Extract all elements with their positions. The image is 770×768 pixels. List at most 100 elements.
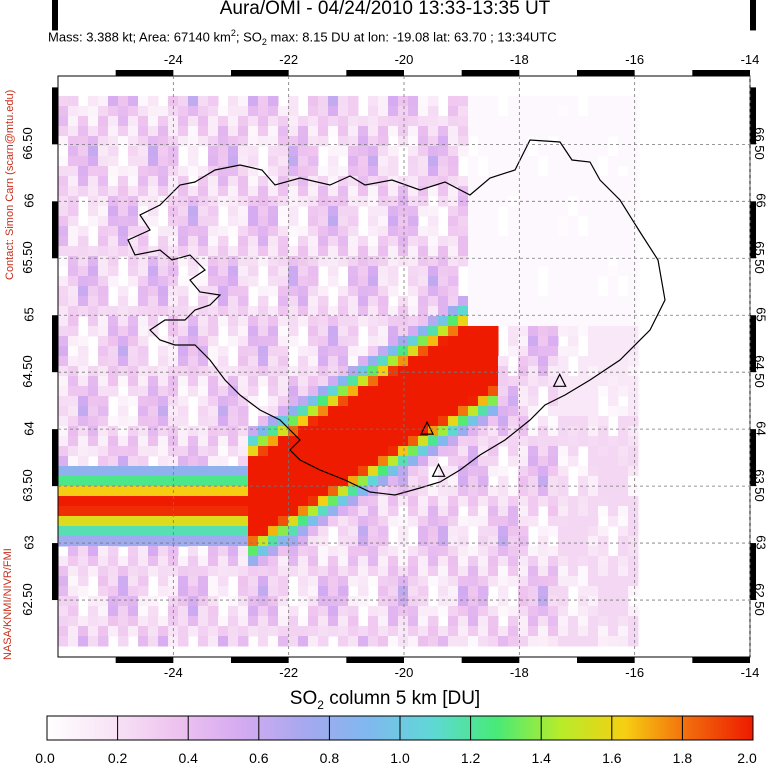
so2-cell [398, 186, 409, 197]
so2-cell [118, 306, 129, 317]
so2-cell [368, 356, 379, 367]
so2-cell [448, 556, 459, 567]
lat-tick-label-right: 62.50 [751, 583, 767, 616]
so2-cell [418, 466, 429, 477]
so2-cell [498, 596, 509, 607]
so2-cell [608, 586, 619, 597]
so2-cell [588, 166, 599, 177]
lon-tick-label-bottom: -24 [163, 665, 183, 680]
so2-cell [228, 426, 239, 437]
so2-cell [248, 536, 259, 547]
so2-cell [488, 226, 499, 237]
so2-cell [468, 396, 479, 407]
so2-cell [268, 476, 279, 487]
so2-cell [238, 286, 249, 297]
frame-bar-bottom [692, 657, 750, 663]
so2-cell [618, 436, 629, 447]
so2-cell [258, 126, 269, 137]
so2-cell [188, 146, 199, 157]
so2-cell [218, 136, 229, 147]
so2-cell [398, 116, 409, 127]
so2-cell [138, 186, 149, 197]
so2-cell [128, 366, 139, 377]
so2-cell [588, 446, 599, 457]
so2-cell [308, 436, 319, 447]
so2-cell [158, 586, 169, 597]
so2-cell [328, 466, 339, 477]
so2-cell [588, 276, 599, 287]
so2-cell [328, 96, 339, 107]
so2-cell [348, 136, 359, 147]
so2-cell [138, 566, 149, 577]
so2-cell [438, 326, 449, 337]
so2-cell [348, 166, 359, 177]
so2-cell [548, 266, 559, 277]
so2-cell [198, 376, 209, 387]
so2-cell [198, 586, 209, 597]
so2-cell [538, 556, 549, 567]
so2-cell [188, 516, 199, 527]
so2-cell [338, 326, 349, 337]
so2-cell [218, 356, 229, 367]
so2-cell [368, 306, 379, 317]
so2-cell [98, 436, 109, 447]
so2-cell [428, 606, 439, 617]
so2-cell [188, 466, 199, 477]
so2-cell [378, 366, 389, 377]
so2-cell [68, 346, 79, 357]
so2-cell [318, 426, 329, 437]
so2-cell [368, 556, 379, 567]
so2-cell [218, 196, 229, 207]
so2-cell [628, 166, 639, 177]
so2-cell [458, 546, 469, 557]
so2-cell [78, 576, 89, 587]
so2-cell [468, 516, 479, 527]
so2-cell [178, 176, 189, 187]
so2-cell [408, 506, 419, 517]
so2-cell [298, 536, 309, 547]
so2-cell [88, 96, 99, 107]
so2-cell [318, 356, 329, 367]
so2-cell [598, 316, 609, 327]
so2-cell [398, 366, 409, 377]
so2-cell [168, 436, 179, 447]
so2-cell [58, 596, 69, 607]
so2-cell [278, 176, 289, 187]
so2-cell [308, 106, 319, 117]
so2-cell [558, 566, 569, 577]
so2-cell [398, 326, 409, 337]
so2-cell [238, 166, 249, 177]
so2-cell [188, 216, 199, 227]
so2-cell [208, 206, 219, 217]
so2-cell [58, 196, 69, 207]
so2-cell [468, 496, 479, 507]
so2-cell [338, 506, 349, 517]
so2-cell [308, 406, 319, 417]
so2-cell [158, 286, 169, 297]
lon-tick-label-bottom: -18 [509, 665, 529, 680]
so2-cell [348, 116, 359, 127]
so2-cell [228, 506, 239, 517]
so2-cell [628, 186, 639, 197]
so2-cell [328, 156, 339, 167]
so2-cell [238, 136, 249, 147]
so2-cell [218, 386, 229, 397]
so2-cell [538, 536, 549, 547]
so2-cell [228, 166, 239, 177]
so2-cell [78, 376, 89, 387]
so2-cell [208, 106, 219, 117]
so2-cell [208, 416, 219, 427]
so2-cell [68, 166, 79, 177]
so2-cell [128, 426, 139, 437]
so2-cell [148, 136, 159, 147]
so2-cell [128, 166, 139, 177]
so2-cell [298, 406, 309, 417]
so2-cell [188, 246, 199, 257]
so2-cell [78, 436, 89, 447]
lat-tick-label-left: 65.50 [19, 241, 35, 275]
so2-cell [398, 296, 409, 307]
so2-cell [388, 496, 399, 507]
so2-cell [588, 226, 599, 237]
so2-cell [388, 416, 399, 427]
so2-cell [178, 116, 189, 127]
